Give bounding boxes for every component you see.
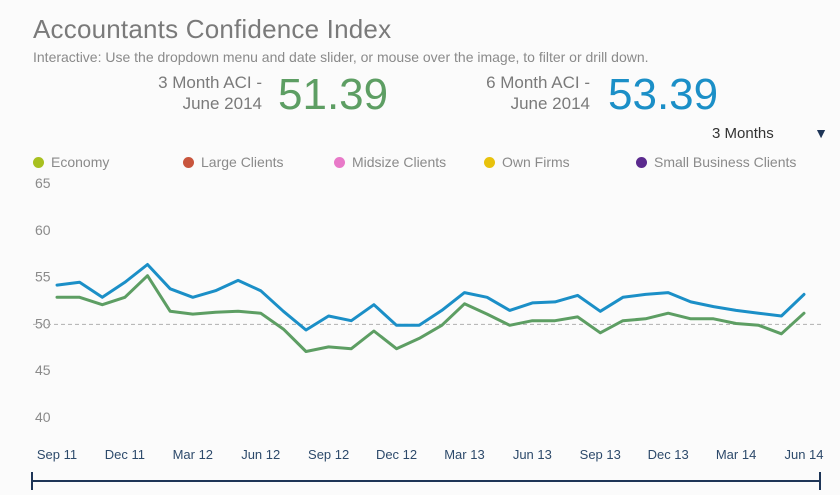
legend-item-own-firms[interactable]: Own Firms bbox=[484, 154, 570, 170]
date-slider-right-handle[interactable] bbox=[819, 472, 821, 490]
page-subtitle: Interactive: Use the dropdown menu and d… bbox=[33, 49, 649, 65]
x-tick-label: Jun 12 bbox=[241, 447, 280, 462]
kpi-3month-label: 3 Month ACI - June 2014 bbox=[112, 72, 262, 114]
x-tick-label: Jun 14 bbox=[784, 447, 823, 462]
series-line-3-month-aci bbox=[55, 274, 806, 353]
legend-label: Midsize Clients bbox=[352, 154, 447, 170]
legend-label: Small Business Clients bbox=[654, 154, 797, 170]
triangle-down-icon[interactable]: ▼ bbox=[814, 125, 828, 141]
x-tick-label: Dec 13 bbox=[648, 447, 689, 462]
y-tick-label: 40 bbox=[35, 409, 51, 425]
legend-dot-icon bbox=[334, 157, 345, 168]
x-tick-label: Mar 12 bbox=[173, 447, 213, 462]
x-tick-label: Dec 12 bbox=[376, 447, 417, 462]
legend-item-large-clients[interactable]: Large Clients bbox=[183, 154, 284, 170]
kpi-6month-label: 6 Month ACI - June 2014 bbox=[440, 72, 590, 114]
legend-item-small-business-clients[interactable]: Small Business Clients bbox=[636, 154, 796, 170]
legend-label: Own Firms bbox=[502, 154, 570, 170]
legend-label: Economy bbox=[51, 154, 110, 170]
date-slider-left-handle[interactable] bbox=[31, 472, 33, 490]
x-tick-label: Sep 12 bbox=[308, 447, 349, 462]
period-dropdown-value: 3 Months bbox=[712, 125, 774, 142]
kpi-3month-label-line2: June 2014 bbox=[182, 94, 262, 113]
x-tick-label: Mar 14 bbox=[716, 447, 756, 462]
series-line-6-month-aci bbox=[55, 263, 806, 332]
y-tick-label: 50 bbox=[35, 315, 51, 331]
kpi-6month-label-line1: 6 Month ACI - bbox=[486, 73, 590, 92]
x-tick-label: Sep 13 bbox=[580, 447, 621, 462]
legend-item-midsize-clients[interactable]: Midsize Clients bbox=[334, 154, 446, 170]
kpi-3month-label-line1: 3 Month ACI - bbox=[158, 73, 262, 92]
date-slider-track[interactable] bbox=[33, 480, 821, 482]
period-dropdown[interactable]: 3 Months ▼ bbox=[712, 123, 834, 145]
x-tick-label: Dec 11 bbox=[105, 447, 145, 462]
page-title: Accountants Confidence Index bbox=[33, 14, 392, 44]
kpi-6month-value: 53.39 bbox=[608, 70, 719, 119]
legend-label: Large Clients bbox=[201, 154, 284, 170]
legend-item-economy[interactable]: Economy bbox=[33, 154, 109, 170]
legend-dot-icon bbox=[484, 157, 495, 168]
kpi-3month-value: 51.39 bbox=[278, 70, 389, 119]
y-tick-label: 65 bbox=[35, 175, 51, 191]
legend-dot-icon bbox=[183, 157, 194, 168]
legend-dot-icon bbox=[636, 157, 647, 168]
y-tick-label: 45 bbox=[35, 362, 51, 378]
kpi-6month-label-line2: June 2014 bbox=[510, 94, 590, 113]
y-tick-label: 60 bbox=[35, 222, 51, 238]
x-tick-label: Sep 11 bbox=[37, 447, 77, 462]
x-tick-label: Jun 13 bbox=[513, 447, 552, 462]
y-tick-label: 55 bbox=[35, 269, 51, 285]
x-tick-label: Mar 13 bbox=[444, 447, 484, 462]
legend-dot-icon bbox=[33, 157, 44, 168]
